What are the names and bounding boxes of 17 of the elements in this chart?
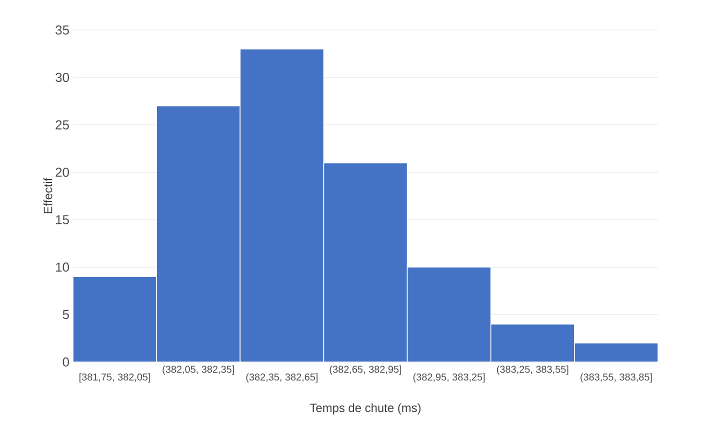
x-tick-label: (382,35, 382,65]: [246, 373, 318, 383]
x-tick-label: (382,65, 382,95]: [330, 366, 402, 375]
x-tick-label: (383,25, 383,55]: [496, 366, 568, 375]
y-tick-label: 30: [56, 72, 69, 82]
y-tick-label: 35: [56, 25, 69, 35]
y-tick-label: 15: [56, 215, 69, 224]
y-tick-label: 5: [62, 310, 69, 320]
x-tick-label: [381,75, 382,05]: [79, 373, 150, 383]
y-axis-title: Effectif: [43, 178, 52, 214]
y-tick-label: 25: [56, 120, 69, 130]
x-tick-label: (382,05, 382,35]: [162, 366, 234, 375]
x-tick-label: (383,55, 383,85]: [580, 373, 652, 383]
y-tick-label: 10: [56, 262, 69, 272]
y-tick-label: 0: [62, 357, 69, 367]
y-tick-label: 20: [56, 168, 69, 177]
x-axis-title: Temps de chute (ms): [310, 403, 421, 414]
x-tick-label: (382,95, 383,25]: [413, 373, 485, 383]
